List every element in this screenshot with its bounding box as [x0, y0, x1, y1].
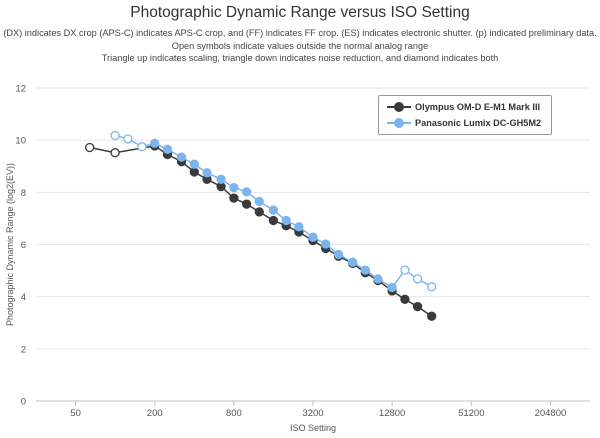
x-tick-label: 200	[147, 408, 163, 419]
data-point-panasonic	[333, 249, 344, 260]
series-line-olympus	[89, 145, 433, 317]
y-axis-title: Photographic Dynamic Range (log2(EV))	[5, 163, 15, 326]
data-point-olympus	[189, 167, 199, 177]
chart-legend: Olympus OM-D E-M1 Mark III Panasonic Lum…	[378, 95, 552, 135]
y-tick-label: 12	[15, 84, 26, 95]
chart-title: Photographic Dynamic Range versus ISO Se…	[130, 4, 470, 21]
data-point-panasonic	[254, 196, 264, 207]
legend-swatch-panasonic	[387, 117, 411, 129]
data-point-panasonic	[150, 138, 160, 148]
data-point-panasonic	[110, 130, 120, 141]
x-tick-label: 51200	[458, 408, 484, 419]
data-point-olympus	[241, 199, 252, 209]
subtitle-line-2: Open symbols indicate values outside the…	[171, 40, 429, 51]
chart-subtitle: (DX) indicates DX crop (APS-C) indicates…	[0, 27, 600, 65]
data-point-panasonic	[294, 222, 304, 232]
y-tick-label: 4	[21, 292, 26, 303]
legend-item-panasonic[interactable]: Panasonic Lumix DC-GH5M2	[387, 116, 541, 130]
legend-item-olympus[interactable]: Olympus OM-D E-M1 Mark III	[387, 100, 540, 114]
legend-label-panasonic: Panasonic Lumix DC-GH5M2	[415, 118, 542, 128]
legend-label-olympus: Olympus OM-D E-M1 Mark III	[415, 102, 541, 112]
data-point-panasonic	[360, 265, 370, 275]
data-point-panasonic	[137, 142, 147, 152]
data-point-olympus	[268, 215, 279, 226]
x-tick-label: 12800	[379, 408, 405, 419]
data-point-panasonic	[400, 265, 410, 275]
y-tick-label: 6	[21, 240, 26, 251]
x-axis-title: ISO Setting	[290, 423, 336, 433]
y-tick-label: 10	[15, 136, 26, 147]
x-tick-label: 800	[226, 408, 242, 419]
data-point-olympus	[412, 301, 423, 312]
data-point-panasonic	[347, 257, 358, 267]
y-tick-label: 2	[21, 344, 26, 355]
data-point-panasonic	[162, 144, 173, 154]
data-point-panasonic	[387, 282, 397, 293]
subtitle-line-1: (DX) indicates DX crop (APS-C) indicates…	[3, 28, 597, 38]
data-point-panasonic	[412, 274, 423, 284]
data-point-panasonic	[241, 187, 252, 197]
data-point-olympus	[229, 193, 239, 203]
data-point-panasonic	[268, 205, 279, 215]
x-tick-label: 204800	[535, 408, 567, 419]
data-point-panasonic	[373, 274, 383, 284]
data-point-panasonic	[123, 134, 133, 144]
data-point-panasonic	[427, 282, 437, 292]
data-point-panasonic	[321, 239, 331, 249]
y-tick-label: 0	[21, 397, 26, 408]
data-point-panasonic	[176, 152, 187, 162]
data-point-panasonic	[229, 182, 239, 193]
y-tick-label: 8	[21, 188, 26, 199]
x-tick-label: 50	[70, 408, 81, 419]
data-point-olympus	[110, 148, 120, 158]
data-point-olympus	[85, 142, 95, 153]
data-point-panasonic	[308, 232, 318, 242]
data-point-olympus	[254, 207, 264, 217]
subtitle-line-3: Triangle up indicates scaling, triangle …	[101, 53, 499, 64]
x-tick-label: 3200	[302, 408, 323, 419]
data-point-olympus	[400, 294, 410, 304]
data-point-panasonic	[281, 215, 291, 226]
legend-swatch-olympus	[387, 101, 411, 113]
data-point-olympus	[427, 311, 437, 321]
data-point-panasonic	[202, 168, 212, 178]
data-point-panasonic	[189, 159, 199, 169]
data-point-panasonic	[216, 174, 226, 184]
